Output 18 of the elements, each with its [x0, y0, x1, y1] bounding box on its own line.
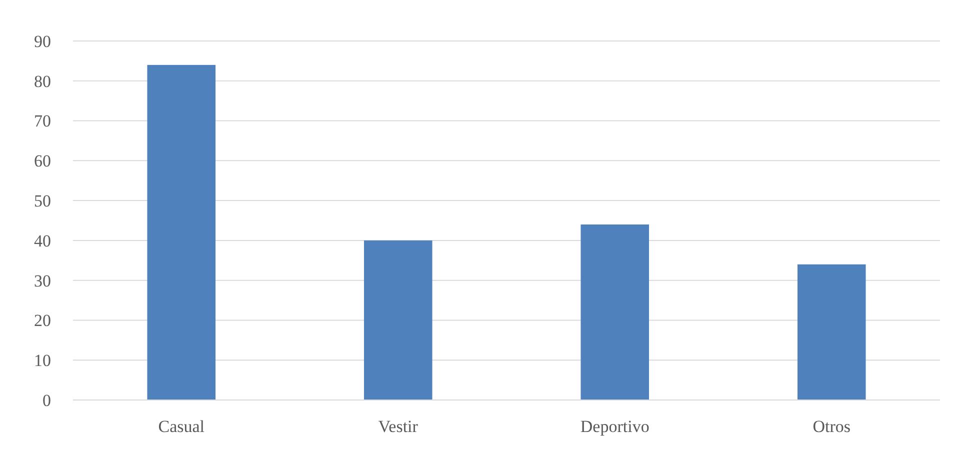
- x-tick-label: Vestir: [378, 417, 418, 436]
- y-tick-label: 0: [42, 390, 51, 410]
- bar: [580, 224, 650, 400]
- y-tick-label: 20: [34, 311, 51, 330]
- y-tick-label: 10: [34, 351, 51, 370]
- y-tick-label: 60: [34, 152, 51, 171]
- x-tick-label: Deportivo: [580, 417, 650, 436]
- y-tick-label: 30: [34, 271, 51, 290]
- y-tick-label: 80: [34, 72, 51, 91]
- bar: [147, 64, 216, 400]
- x-tick-label: Casual: [158, 417, 205, 436]
- y-tick-label: 90: [34, 32, 51, 51]
- bar: [364, 240, 432, 400]
- y-tick-label: 50: [34, 192, 51, 211]
- y-tick-label: 40: [34, 231, 51, 250]
- bar: [797, 264, 866, 400]
- x-tick-label: Otros: [812, 417, 851, 436]
- y-tick-label: 70: [34, 112, 51, 131]
